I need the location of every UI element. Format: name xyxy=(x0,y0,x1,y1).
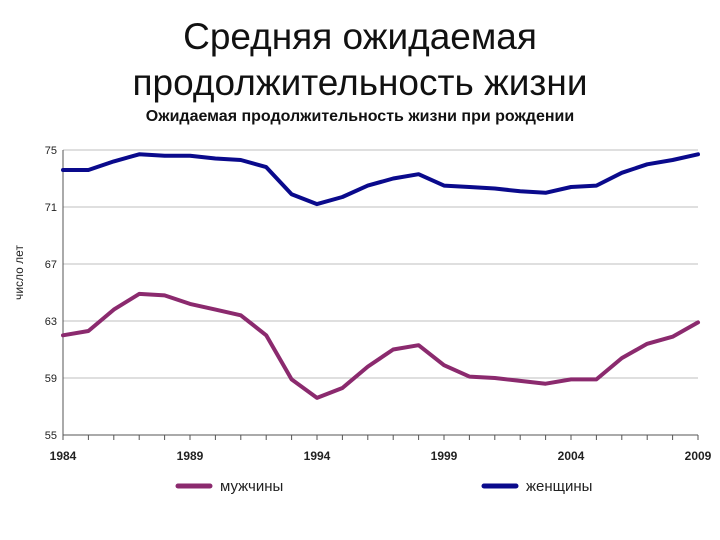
series-line-men xyxy=(61,291,700,400)
x-tick-label: 1989 xyxy=(177,449,204,463)
x-tick-label: 1999 xyxy=(431,449,458,463)
slide-title-line-1: Средняя ожидаемая xyxy=(183,16,537,57)
y-tick-label: 63 xyxy=(45,316,57,328)
x-tick-label: 1994 xyxy=(304,449,331,463)
chart-title: Ожидаемая продолжительность жизни при ро… xyxy=(145,108,575,125)
y-tick-label: 71 xyxy=(45,202,57,214)
y-tick-label: 75 xyxy=(45,145,57,157)
x-tick-label: 1984 xyxy=(50,449,77,463)
x-tick-label: 2009 xyxy=(685,449,712,463)
y-tick-label: 67 xyxy=(45,259,57,271)
y-axis-label: число лет xyxy=(12,245,26,300)
y-tick-label: 59 xyxy=(45,373,57,385)
legend-label-women: женщины xyxy=(526,478,592,495)
x-tick-label: 2004 xyxy=(558,449,585,463)
series-line-women xyxy=(61,152,700,207)
slide-title-line-2: продолжительность жизни xyxy=(132,62,588,103)
legend-label-men: мужчины xyxy=(220,478,283,495)
slide-title: Средняя ожидаемая продолжительность жизн… xyxy=(0,14,720,106)
y-tick-label: 55 xyxy=(45,430,57,442)
